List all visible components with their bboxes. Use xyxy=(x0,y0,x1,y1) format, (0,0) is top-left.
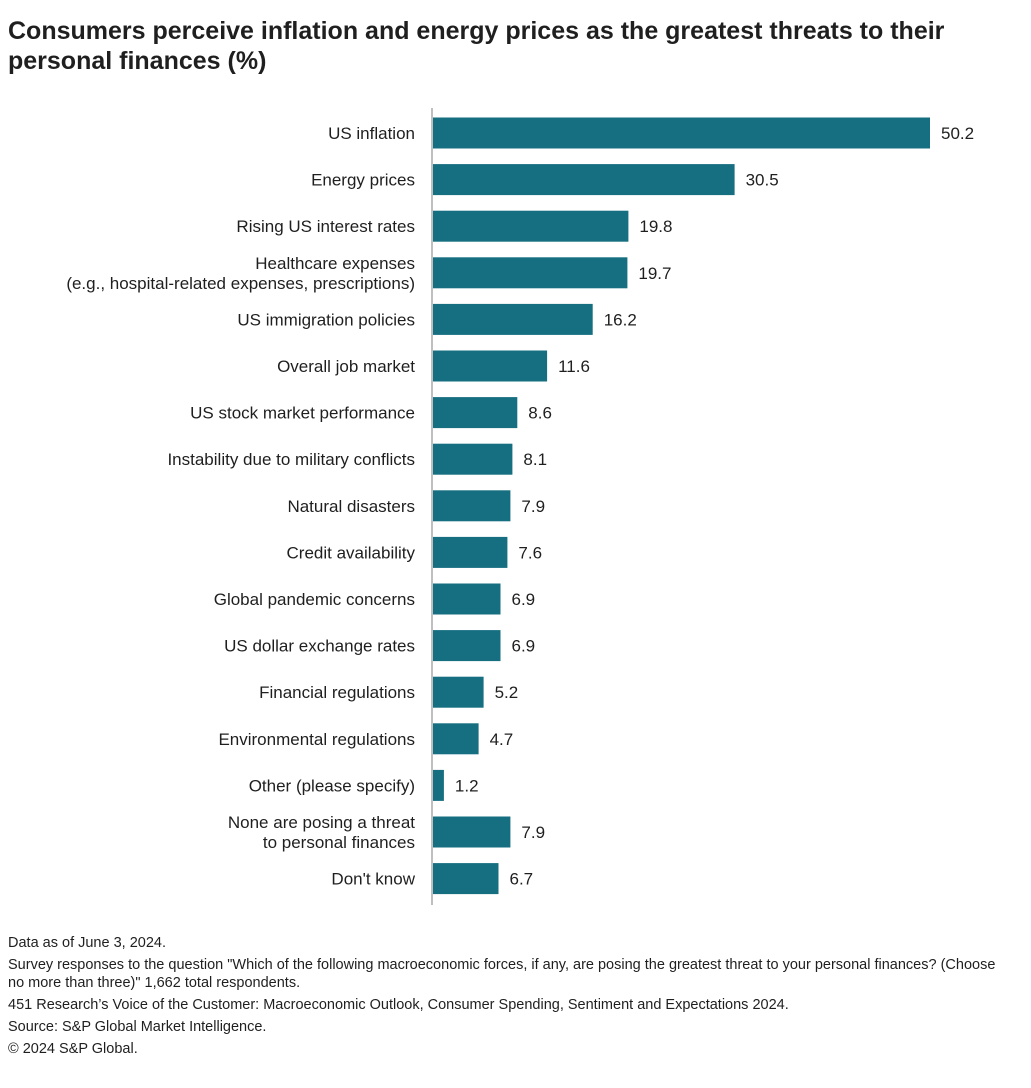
bar xyxy=(432,863,499,895)
category-label-line: None are posing a threat xyxy=(228,813,415,832)
chart-title: Consumers perceive inflation and energy … xyxy=(8,17,945,75)
category-label-line: Rising US interest rates xyxy=(236,217,415,236)
value-label: 8.6 xyxy=(528,404,552,423)
value-label: 7.9 xyxy=(521,823,545,842)
value-labels-layer: 50.2 30.5 19.8 19.7 16.2 11.6 8.6 8.1 7.9 7.6 6.9 6… xyxy=(455,124,974,889)
bar-chart: US inflation Energy prices Rising US inter… xyxy=(66,108,974,905)
bar xyxy=(432,536,508,568)
bar xyxy=(432,443,513,475)
value-label: 7.6 xyxy=(518,543,542,562)
bar xyxy=(432,350,548,382)
category-label-line: Don't know xyxy=(331,870,415,889)
value-label: 4.7 xyxy=(490,730,514,749)
footnote-report: 451 Research’s Voice of the Customer: Ma… xyxy=(8,997,789,1013)
category-label-line: Global pandemic concerns xyxy=(214,590,415,609)
category-label-line: (e.g., hospital-related expenses, prescr… xyxy=(66,274,415,293)
category-label-line: US inflation xyxy=(328,124,415,143)
category-label-line: Overall job market xyxy=(277,357,415,376)
category-label: Overall job market xyxy=(277,357,415,376)
category-label: Instability due to military conflicts xyxy=(167,450,415,469)
category-label: US stock market performance xyxy=(190,404,415,423)
bar xyxy=(432,630,501,662)
category-label-line: to personal finances xyxy=(263,833,415,852)
category-label: Environmental regulations xyxy=(218,730,415,749)
category-label: Natural disasters xyxy=(287,497,415,516)
category-label-line: US immigration policies xyxy=(237,310,415,329)
value-label: 16.2 xyxy=(604,310,637,329)
bar xyxy=(432,816,511,848)
value-label: 7.9 xyxy=(521,497,545,516)
category-labels-layer: US inflation Energy prices Rising US inter… xyxy=(66,124,415,889)
bar xyxy=(432,769,444,801)
category-label: Healthcare expenses (e.g., hospital-relat… xyxy=(66,254,415,293)
category-label-line: Financial regulations xyxy=(259,683,415,702)
category-label-line: Other (please specify) xyxy=(249,776,415,795)
value-label: 19.7 xyxy=(638,264,671,283)
bar xyxy=(432,164,735,196)
value-label: 6.9 xyxy=(512,590,536,609)
category-label: Other (please specify) xyxy=(249,776,415,795)
footnote-copyright: © 2024 S&P Global. xyxy=(8,1041,138,1057)
bar xyxy=(432,490,511,522)
category-label: None are posing a threat to personal fina… xyxy=(228,813,415,852)
category-label-line: US dollar exchange rates xyxy=(224,637,415,656)
footnotes: Data as of June 3, 2024. Survey response… xyxy=(8,934,1008,1062)
footnote-source: Source: S&P Global Market Intelligence. xyxy=(8,1019,267,1035)
category-label: Don't know xyxy=(331,870,415,889)
bar xyxy=(432,117,930,149)
value-label: 30.5 xyxy=(746,171,779,190)
category-label: Rising US interest rates xyxy=(236,217,415,236)
bars-layer xyxy=(432,117,930,895)
bar xyxy=(432,210,629,242)
bar xyxy=(432,583,501,615)
category-label: Credit availability xyxy=(287,543,416,562)
category-label-line: Healthcare expenses xyxy=(255,254,415,273)
footnote-date: Data as of June 3, 2024. xyxy=(8,935,166,951)
category-label: US dollar exchange rates xyxy=(224,637,415,656)
bar xyxy=(432,257,628,289)
value-label: 1.2 xyxy=(455,776,479,795)
bar xyxy=(432,397,518,429)
bar xyxy=(432,303,593,335)
category-label-line: Environmental regulations xyxy=(218,730,415,749)
bar xyxy=(432,676,484,708)
category-label-line: Credit availability xyxy=(287,543,416,562)
value-label: 6.9 xyxy=(512,637,536,656)
value-label: 6.7 xyxy=(510,870,534,889)
category-label: US immigration policies xyxy=(237,310,415,329)
footnote-survey: Survey responses to the question "Which … xyxy=(8,957,996,991)
value-label: 11.6 xyxy=(558,357,590,376)
value-label: 8.1 xyxy=(523,450,547,469)
category-label-line: US stock market performance xyxy=(190,404,415,423)
category-label-line: Energy prices xyxy=(311,171,415,190)
category-label: Global pandemic concerns xyxy=(214,590,415,609)
bar xyxy=(432,723,479,755)
value-label: 19.8 xyxy=(639,217,672,236)
category-label-line: Instability due to military conflicts xyxy=(167,450,415,469)
category-label: Energy prices xyxy=(311,171,415,190)
value-label: 50.2 xyxy=(941,124,974,143)
category-label: Financial regulations xyxy=(259,683,415,702)
category-label: US inflation xyxy=(328,124,415,143)
value-label: 5.2 xyxy=(495,683,519,702)
category-label-line: Natural disasters xyxy=(287,497,415,516)
